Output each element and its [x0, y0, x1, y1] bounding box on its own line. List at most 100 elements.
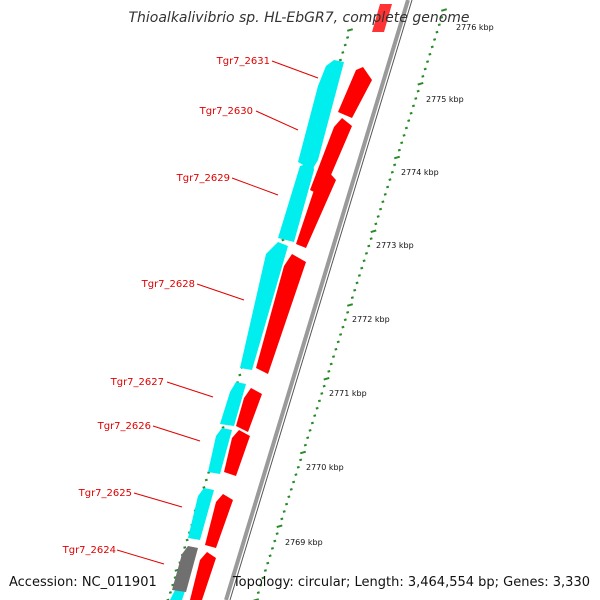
scale-tick-minor — [294, 473, 298, 476]
scale-tick-minor — [409, 111, 413, 115]
gene-feature — [220, 382, 246, 426]
scale-label-2769-kbp: 2769 kbp — [285, 538, 323, 547]
scale-tick-minor — [423, 67, 427, 71]
scale-tick-major — [417, 81, 424, 86]
gene-label-tgr7-2626: Tgr7_2626 — [97, 421, 151, 432]
scale-tick-minor — [341, 325, 345, 329]
scale-tick-minor — [357, 274, 361, 277]
scale-tick-minor — [183, 546, 187, 549]
scale-tick-minor — [313, 414, 317, 417]
scale-tick-minor — [390, 170, 394, 174]
scale-ticks — [166, 8, 448, 600]
reverse-gene-track — [170, 60, 344, 600]
scale-label-2771-kbp: 2771 kbp — [329, 389, 367, 398]
map-title: Thioalkalivibrio sp. HL-EbGR7, complete … — [128, 10, 469, 26]
scale-tick-major — [440, 8, 448, 12]
gene-label-tgr7-2630: Tgr7_2630 — [199, 106, 253, 117]
scale-tick-minor — [376, 215, 380, 218]
scale-tick-minor — [364, 252, 368, 255]
gene-feature — [256, 254, 306, 374]
scale-tick-minor — [263, 569, 267, 572]
scale-tick-minor — [393, 163, 397, 167]
scale-tick-minor — [334, 347, 338, 351]
scale-tick-minor — [292, 480, 296, 484]
scale-tick-minor — [402, 134, 406, 137]
gene-feature — [190, 552, 216, 600]
gene-feature — [298, 60, 344, 170]
scale-tick-minor — [397, 148, 401, 152]
scale-tick-minor — [374, 222, 378, 226]
scale-tick-minor — [275, 532, 279, 535]
gene-label-leaders — [116, 60, 319, 565]
scale-tick-major — [346, 28, 354, 32]
gene-label-tgr7-2631: Tgr7_2631 — [216, 56, 270, 67]
scale-tick-minor — [299, 458, 303, 462]
scale-tick-minor — [285, 502, 289, 506]
scale-tick-minor — [266, 561, 270, 565]
genome-backbone — [224, 0, 413, 600]
scale-tick-minor — [322, 384, 326, 388]
forward-gene-track — [190, 4, 392, 600]
scale-tick-minor — [346, 311, 350, 314]
scale-tick-minor — [386, 185, 390, 189]
scale-tick-minor — [433, 38, 437, 41]
scale-label-2770-kbp: 2770 kbp — [306, 463, 344, 472]
gene-feature-other — [172, 546, 198, 592]
scale-label-2773-kbp: 2773 kbp — [376, 241, 414, 250]
scale-tick-minor — [428, 52, 432, 56]
scale-tick-minor — [339, 333, 343, 336]
scale-tick-minor — [355, 281, 359, 285]
scale-tick-minor — [343, 43, 347, 47]
scale-tick-major — [299, 450, 307, 455]
scale-tick-minor — [282, 510, 286, 513]
scale-label-2772-kbp: 2772 kbp — [352, 315, 390, 324]
gene-label-tgr7-2625: Tgr7_2625 — [78, 488, 132, 499]
scale-tick-minor — [341, 51, 345, 54]
gene-feature — [240, 242, 288, 370]
scale-tick-minor — [259, 583, 263, 587]
gene-feature — [224, 430, 250, 476]
scale-tick-minor — [346, 36, 350, 39]
gene-feature — [208, 428, 232, 474]
gene-feature — [205, 494, 233, 548]
scale-tick-minor — [317, 399, 321, 403]
scale-tick-major — [323, 376, 330, 381]
gene-label-tgr7-2627: Tgr7_2627 — [110, 377, 164, 388]
gene-feature — [236, 388, 262, 432]
scale-tick-minor — [270, 547, 274, 550]
scale-tick-minor — [289, 488, 293, 491]
scale-tick-minor — [296, 465, 300, 469]
scale-tick-minor — [404, 126, 408, 130]
scale-tick-minor — [343, 318, 347, 322]
scale-tick-minor — [185, 538, 189, 542]
scale-tick-minor — [204, 478, 208, 482]
scale-tick-minor — [168, 591, 172, 594]
scale-tick-minor — [238, 373, 242, 377]
scale-tick-minor — [308, 429, 312, 432]
scale-tick-minor — [437, 23, 441, 27]
scale-tick-minor — [256, 591, 260, 594]
scale-tick-minor — [407, 119, 411, 122]
scale-tick-minor — [332, 355, 336, 358]
scale-tick-minor — [362, 259, 366, 263]
scale-tick-minor — [320, 392, 324, 395]
gene-feature — [338, 67, 372, 118]
scale-tick-minor — [287, 495, 291, 499]
scale-tick-minor — [379, 207, 383, 211]
gene-label-tgr7-2624: Tgr7_2624 — [62, 545, 116, 556]
scale-tick-minor — [268, 554, 272, 558]
scale-tick-minor — [369, 237, 373, 240]
scale-tick-minor — [261, 576, 265, 580]
scale-tick-minor — [327, 370, 331, 373]
scale-tick-minor — [388, 178, 392, 181]
scale-tick-minor — [414, 97, 418, 100]
scale-tick-minor — [411, 104, 415, 108]
scale-tick-minor — [353, 288, 357, 292]
scale-tick-minor — [350, 296, 354, 299]
scale-tick-minor — [280, 517, 284, 521]
scale-tick-minor — [400, 141, 404, 145]
scale-label-2774-kbp: 2774 kbp — [401, 168, 439, 177]
scale-tick-major — [393, 155, 401, 160]
scale-tick-minor — [360, 266, 364, 270]
